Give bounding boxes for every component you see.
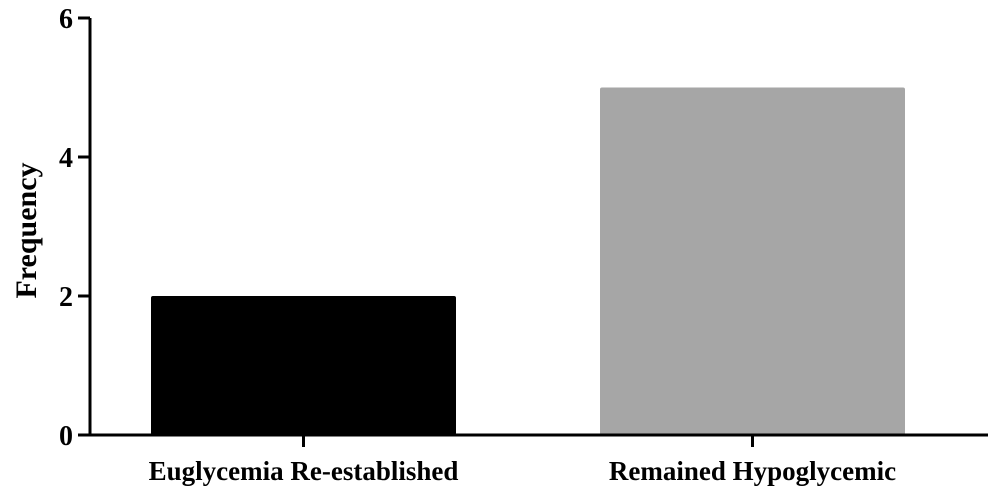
y-tick-label: 2 xyxy=(59,282,73,313)
labels-group: 0 2 4 6 Euglycemia Re-established Remained Hy… xyxy=(59,4,896,486)
y-axis-title: Frequency xyxy=(10,162,43,298)
y-tick-label: 4 xyxy=(59,143,73,174)
axes-group xyxy=(78,16,988,447)
y-tick-label: 0 xyxy=(59,421,73,452)
x-category-label: Euglycemia Re-established xyxy=(149,456,459,486)
bars-group xyxy=(151,87,905,435)
bar-1 xyxy=(151,296,456,435)
y-tick-label: 6 xyxy=(59,4,73,35)
x-category-label: Remained Hypoglycemic xyxy=(609,456,896,486)
bar-2 xyxy=(600,87,905,435)
